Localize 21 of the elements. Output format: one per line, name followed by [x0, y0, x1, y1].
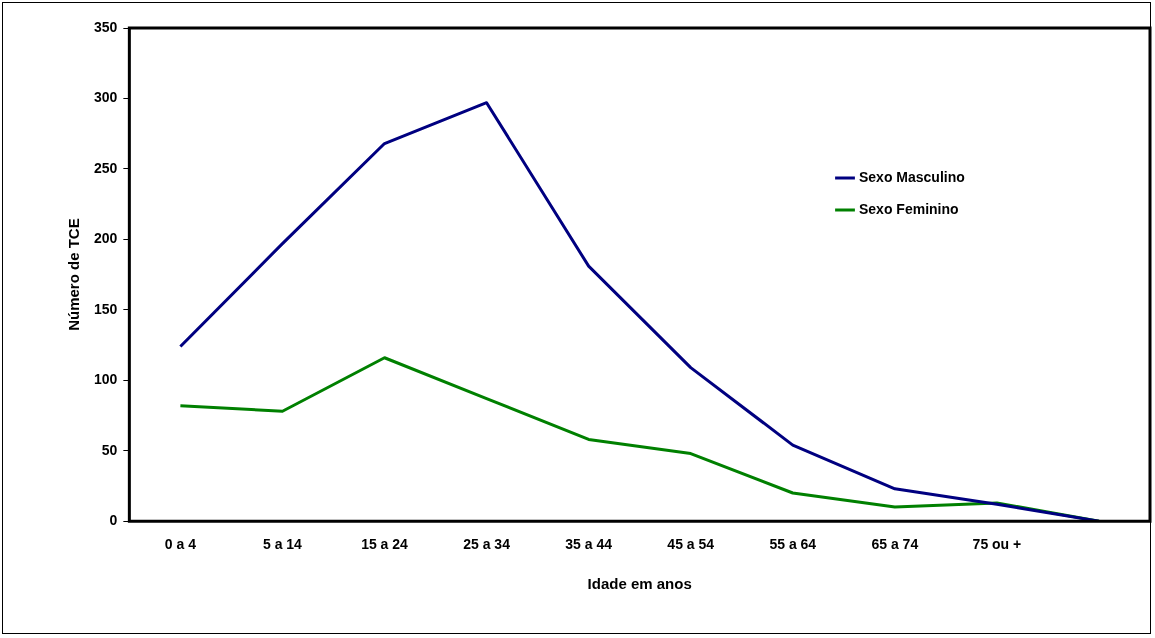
y-tick-label: 350 [94, 18, 118, 35]
legend-label: Sexo Masculino [859, 168, 965, 185]
x-tick-label: 35 a 44 [565, 536, 613, 553]
x-tick-label: 15 a 24 [361, 536, 409, 553]
y-tick-label: 250 [94, 159, 118, 176]
x-axis-title: Idade em anos [587, 575, 692, 593]
y-tick-label: 100 [94, 371, 118, 388]
x-tick-label: 75 ou + [972, 536, 1022, 553]
y-axis-title: Número de TCE [65, 218, 83, 331]
x-tick-label: 45 a 54 [667, 536, 715, 553]
y-tick-label: 200 [94, 230, 118, 247]
x-tick-label: 65 a 74 [871, 536, 919, 553]
y-tick-label: 0 [109, 512, 118, 529]
y-tick-label: 300 [94, 89, 118, 106]
x-tick-label: 55 a 64 [769, 536, 817, 553]
legend-label: Sexo Feminino [859, 200, 959, 217]
x-tick-label: 25 a 34 [463, 536, 511, 553]
y-tick-label: 50 [101, 441, 118, 458]
x-tick-label: 5 a 14 [262, 536, 303, 553]
x-tick-label: 0 a 4 [164, 536, 197, 553]
y-tick-label: 150 [94, 300, 118, 317]
